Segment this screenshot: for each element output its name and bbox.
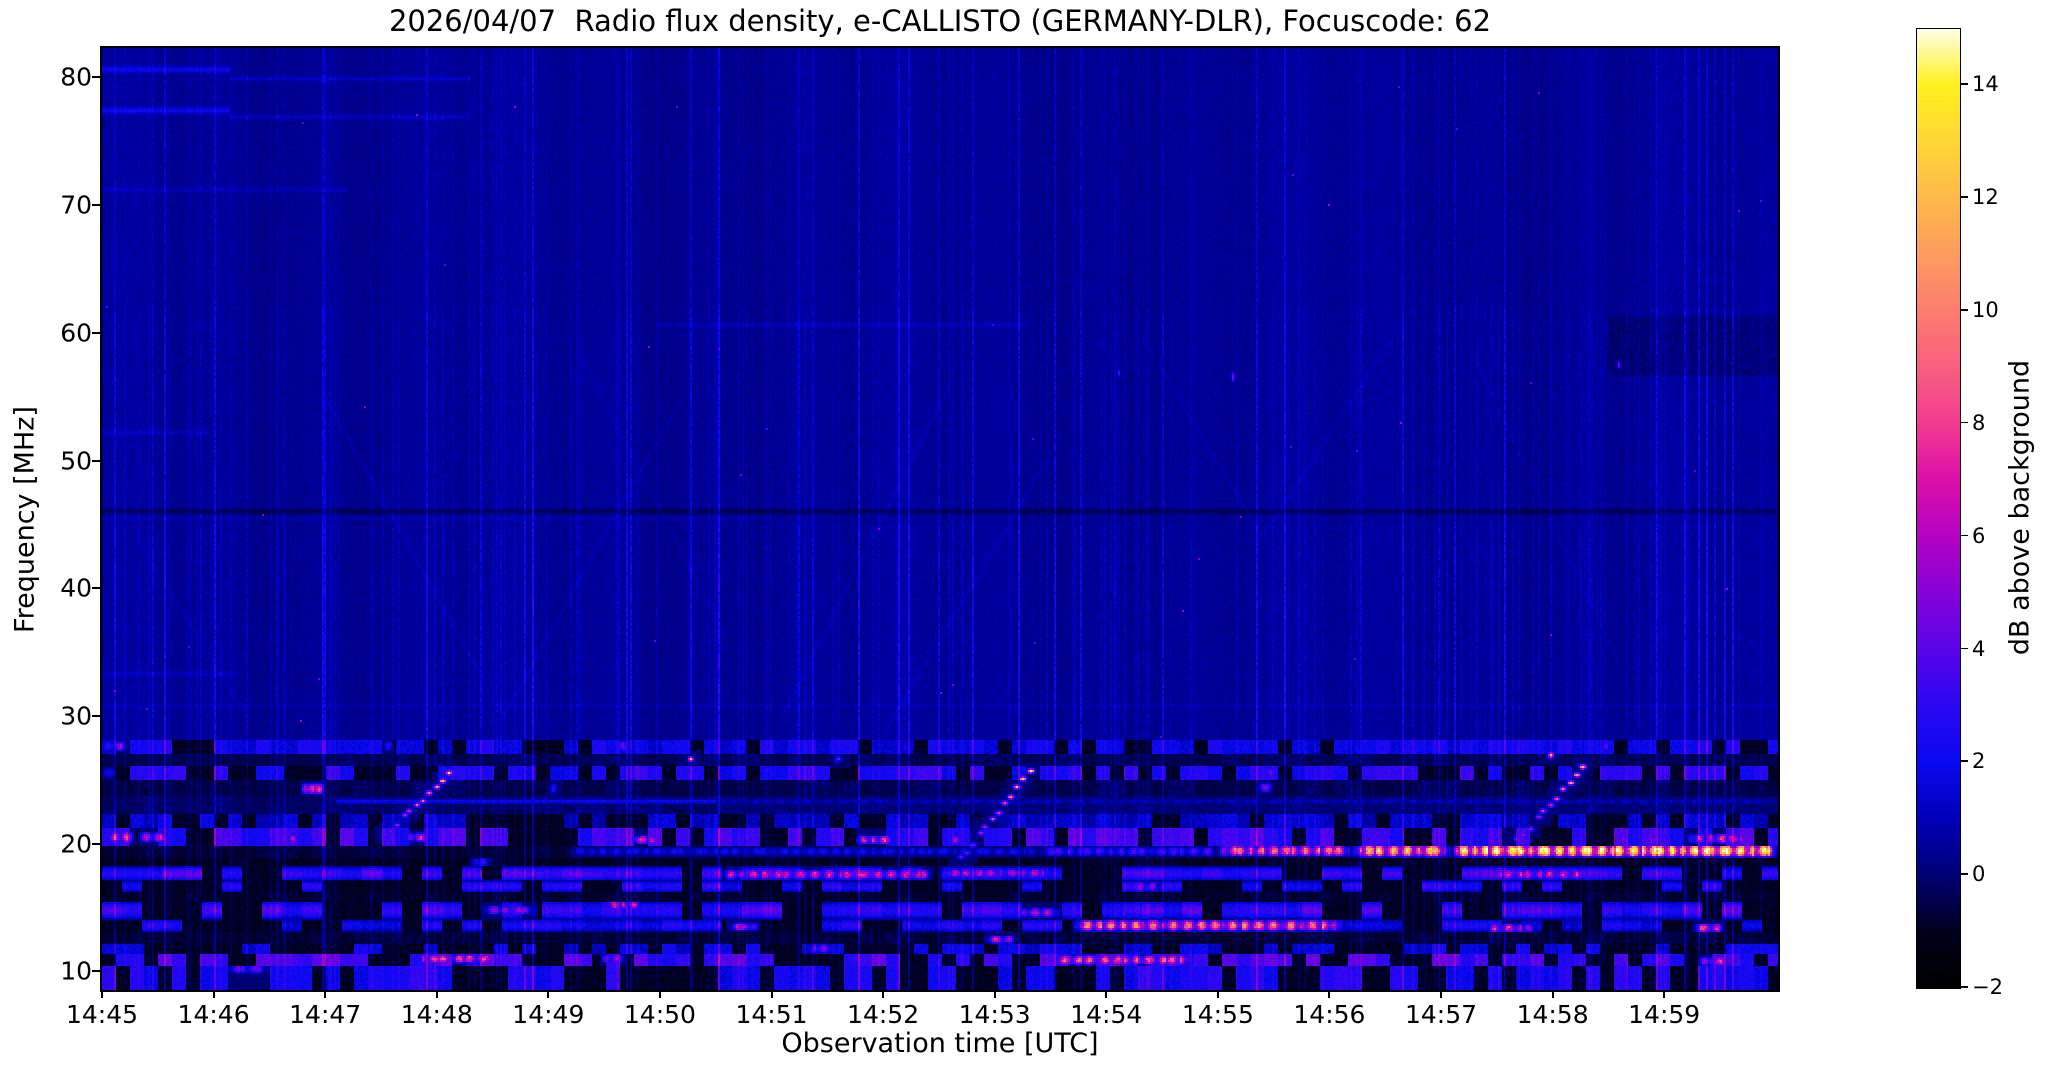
x-tick-label: 14:52 — [847, 1000, 920, 1029]
x-tick-label: 14:45 — [65, 1000, 139, 1029]
colorbar-tick-label: 12 — [1972, 185, 1999, 210]
x-tick-mark — [1663, 990, 1666, 998]
x-axis-label: Observation time [UTC] — [781, 1028, 1099, 1059]
x-tick-mark — [101, 990, 103, 998]
x-tick-label: 14:47 — [289, 1000, 362, 1029]
y-tick-mark — [92, 970, 100, 973]
x-tick-mark — [658, 990, 661, 998]
x-tick-mark — [1216, 990, 1219, 998]
y-tick-label: 70 — [60, 190, 92, 220]
y-tick-mark — [92, 715, 100, 718]
x-tick-mark — [1328, 990, 1331, 998]
x-tick-label: 14:55 — [1181, 1000, 1254, 1029]
x-tick-label: 14:54 — [1070, 1000, 1143, 1029]
y-tick-mark — [92, 76, 100, 79]
plot-area — [100, 46, 1780, 992]
colorbar-tick-mark — [1961, 873, 1968, 875]
x-tick-label: 14:51 — [735, 1000, 808, 1029]
colorbar-tick-label: 0 — [1972, 862, 1986, 887]
colorbar-tick-mark — [1961, 647, 1968, 650]
y-tick-mark — [92, 331, 100, 334]
colorbar-tick-mark — [1961, 421, 1968, 424]
colorbar-tick-mark — [1961, 534, 1968, 537]
spectrogram-heatmap — [102, 48, 1778, 990]
colorbar-tick-mark — [1961, 986, 1968, 988]
colorbar — [1916, 28, 1961, 989]
x-tick-mark — [882, 990, 885, 998]
x-tick-label: 14:56 — [1293, 1000, 1366, 1029]
x-tick-mark — [993, 990, 996, 998]
colorbar-tick-label: 8 — [1972, 410, 1986, 435]
x-tick-mark — [770, 990, 773, 998]
x-tick-label: 14:58 — [1516, 1000, 1589, 1029]
colorbar-tick-label: 14 — [1972, 72, 1999, 97]
colorbar-tick-label: −2 — [1972, 975, 2003, 999]
colorbar-tick-mark — [1961, 309, 1968, 311]
y-tick-label: 60 — [60, 318, 92, 348]
colorbar-tick-mark — [1961, 760, 1968, 762]
y-tick-mark — [92, 459, 100, 462]
x-tick-label: 14:59 — [1628, 1000, 1701, 1029]
x-tick-mark — [435, 990, 438, 998]
x-tick-label: 14:46 — [177, 1000, 250, 1029]
y-tick-label: 40 — [60, 573, 92, 603]
y-tick-label: 80 — [60, 62, 92, 92]
x-tick-mark — [547, 990, 550, 998]
y-tick-label: 30 — [60, 701, 92, 731]
x-tick-label: 14:48 — [400, 1000, 473, 1029]
x-tick-mark — [1551, 990, 1554, 998]
y-tick-label: 20 — [60, 829, 92, 859]
y-axis-label: Frequency [MHz] — [9, 406, 41, 633]
y-tick-label: 50 — [60, 446, 92, 476]
colorbar-tick-label: 2 — [1972, 749, 1986, 774]
y-tick-mark — [92, 587, 100, 590]
y-tick-label: 10 — [60, 956, 92, 986]
chart-title: 2026/04/07 Radio flux density, e-CALLIST… — [388, 4, 1492, 38]
y-tick-mark — [92, 842, 100, 845]
colorbar-tick-label: 10 — [1972, 298, 1999, 323]
x-tick-label: 14:53 — [958, 1000, 1031, 1029]
colorbar-tick-label: 6 — [1972, 523, 1986, 548]
x-tick-label: 14:49 — [512, 1000, 585, 1029]
x-tick-label: 14:57 — [1404, 1000, 1478, 1029]
colorbar-tick-label: 4 — [1972, 636, 1986, 661]
x-tick-mark — [324, 990, 327, 998]
colorbar-tick-mark — [1961, 83, 1968, 85]
colorbar-tick-mark — [1961, 196, 1968, 198]
x-tick-mark — [1105, 990, 1108, 998]
x-tick-mark — [1440, 990, 1442, 998]
colorbar-label: dB above background — [2004, 359, 2036, 656]
x-tick-mark — [212, 990, 215, 998]
x-tick-label: 14:50 — [623, 1000, 696, 1029]
y-tick-mark — [92, 204, 100, 207]
